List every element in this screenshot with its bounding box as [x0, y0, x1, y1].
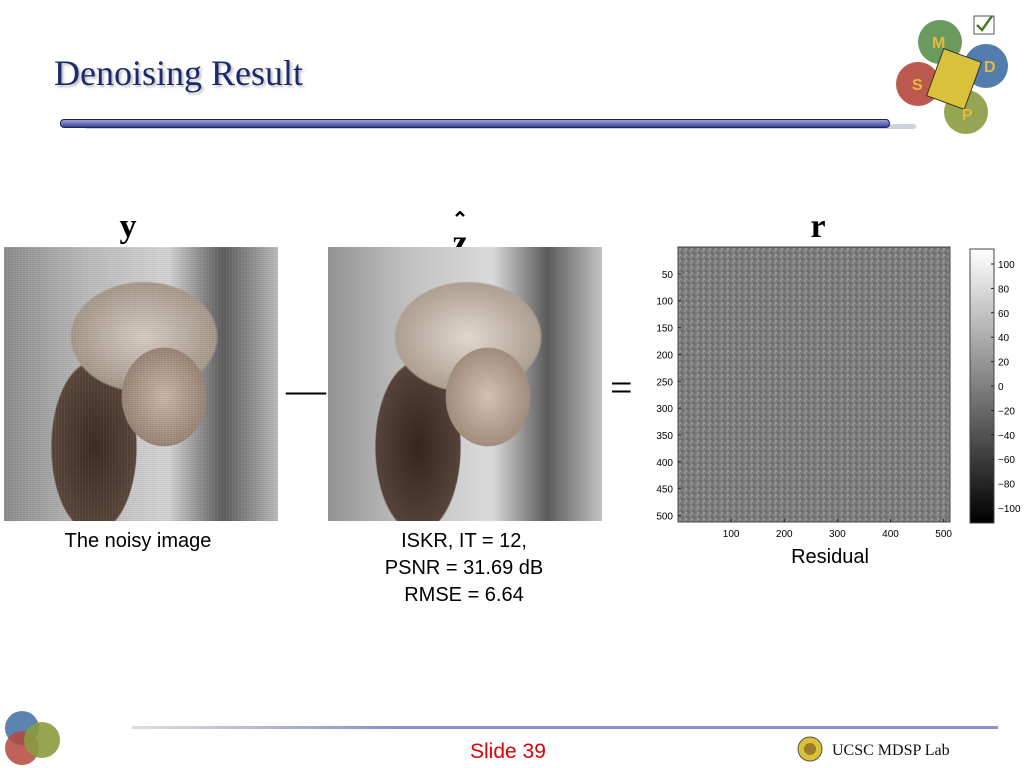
logo-letter-s: S [912, 77, 923, 94]
residual-image [677, 246, 951, 523]
logo-ruler [926, 48, 982, 110]
equals-operator: = [610, 365, 633, 410]
denoised-caption-line-1: ISKR, IT = 12, [401, 530, 527, 552]
y-tick-label: 150 [656, 324, 673, 335]
colorbar-tick-label: 0 [998, 382, 1004, 393]
x-tick-label: 500 [935, 529, 952, 540]
colorbar-tick-label: 40 [998, 333, 1010, 344]
colorbar [969, 248, 995, 524]
y-tick-label: 500 [656, 512, 673, 523]
footer-lab-name: UCSC MDSP Lab [832, 742, 950, 759]
checkmark-icon [976, 15, 994, 32]
slide-number: Slide 39 [470, 740, 546, 763]
logo-letter-m: M [932, 35, 945, 52]
denoised-caption-line-3: RMSE = 6.64 [404, 584, 524, 606]
colorbar-axis: 100 80 60 40 20 0 −20 −40 −60 −80 −100 [991, 260, 1021, 515]
noisy-caption: The noisy image [64, 530, 212, 552]
y-tick-label: 400 [656, 458, 673, 469]
colorbar-tick-label: −80 [998, 480, 1015, 491]
y-tick-label: 450 [656, 485, 673, 496]
residual-caption: Residual [791, 546, 869, 568]
x-tick-label: 100 [723, 529, 740, 540]
colorbar-tick-label: 80 [998, 284, 1010, 295]
minus-operator: — [286, 367, 326, 412]
y-tick-label: 100 [656, 297, 673, 308]
y-tick-label: 350 [656, 431, 673, 442]
denoised-caption: ISKR, IT = 12, PSNR = 31.69 dB RMSE = 6.… [328, 528, 600, 609]
footer-mdsp-logo [797, 736, 823, 762]
logo-letter-d: D [984, 59, 996, 76]
x-tick-label: 200 [776, 529, 793, 540]
colorbar-tick-label: −20 [998, 406, 1015, 417]
y-tick-label: 300 [656, 404, 673, 415]
footer-logo [5, 711, 60, 765]
x-tick-label: 400 [882, 529, 899, 540]
colorbar-tick-label: 100 [998, 260, 1015, 271]
title-rule [60, 119, 890, 128]
colorbar-tick-label: −60 [998, 455, 1015, 466]
residual-x-axis: 100 200 300 400 500 [723, 519, 952, 540]
residual-y-axis: 50 100 150 200 250 300 350 400 450 500 [656, 270, 681, 523]
x-tick-label: 300 [829, 529, 846, 540]
denoised-caption-line-2: PSNR = 31.69 dB [384, 557, 544, 579]
noisy-image [4, 247, 278, 521]
colorbar-tick-label: 60 [998, 309, 1010, 320]
slide-title: Denoising Result [54, 53, 303, 93]
mdsp-logo: M D S P [896, 15, 1008, 134]
denoised-image [328, 247, 602, 521]
colorbar-tick-label: 20 [998, 358, 1010, 369]
y-tick-label: 250 [656, 377, 673, 388]
colorbar-tick-label: −100 [998, 504, 1021, 515]
y-tick-label: 200 [656, 350, 673, 361]
footer-rule [132, 726, 998, 729]
symbol-r: r [810, 208, 826, 245]
symbol-y: y [119, 208, 137, 245]
colorbar-tick-label: −40 [998, 431, 1015, 442]
logo-letter-p: P [962, 107, 973, 124]
y-tick-label: 50 [662, 270, 674, 281]
